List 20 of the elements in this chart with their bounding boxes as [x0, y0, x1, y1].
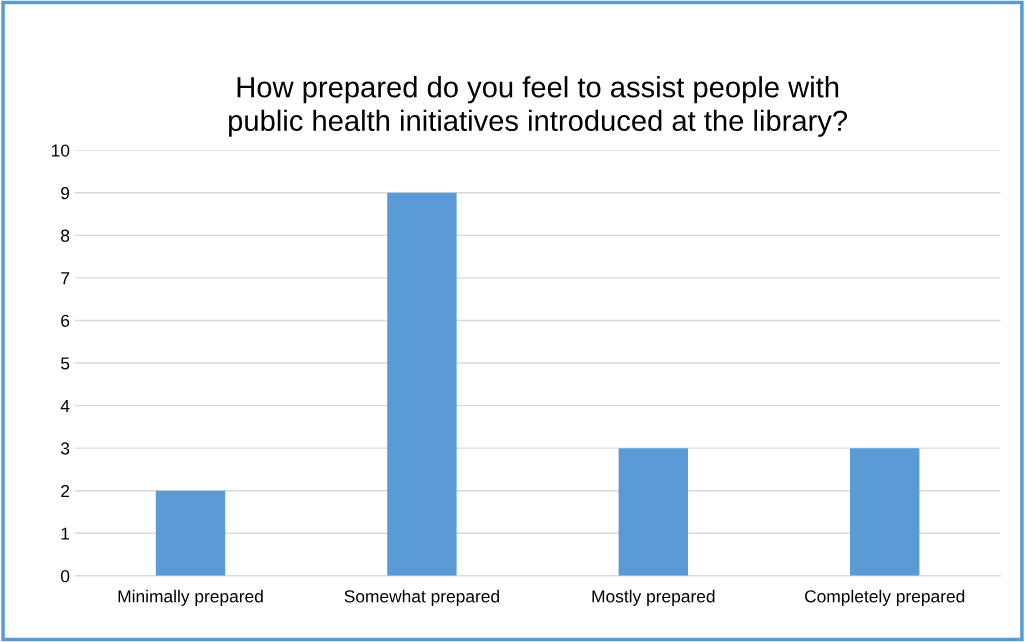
y-tick-label: 5 [61, 357, 70, 370]
y-tick-label: 3 [60, 442, 70, 455]
y-tick-label: 10 [51, 144, 70, 157]
y-tick-label: 8 [61, 229, 70, 242]
x-tick-label: Minimally prepared [118, 589, 263, 606]
y-tick-label: 4 [60, 399, 70, 412]
x-tick-label: Mostly prepared [592, 589, 715, 606]
chart-title: How prepared do you feel to assist people with public health initiatives introduced at the library? [229, 76, 848, 137]
y-tick-label: 0 [60, 570, 70, 583]
bar [849, 448, 920, 576]
bar [618, 448, 689, 576]
y-tick-label: 6 [61, 314, 70, 327]
x-tick-label: Completely prepared [805, 589, 965, 606]
bar [387, 192, 457, 576]
bar [155, 490, 226, 576]
y-tick-label: 1 [61, 527, 70, 540]
y-tick-label: 9 [61, 186, 70, 200]
y-tick-label: 7 [61, 272, 70, 285]
y-tick-label: 2 [61, 484, 70, 498]
x-tick-label: Somewhat prepared [344, 589, 499, 606]
